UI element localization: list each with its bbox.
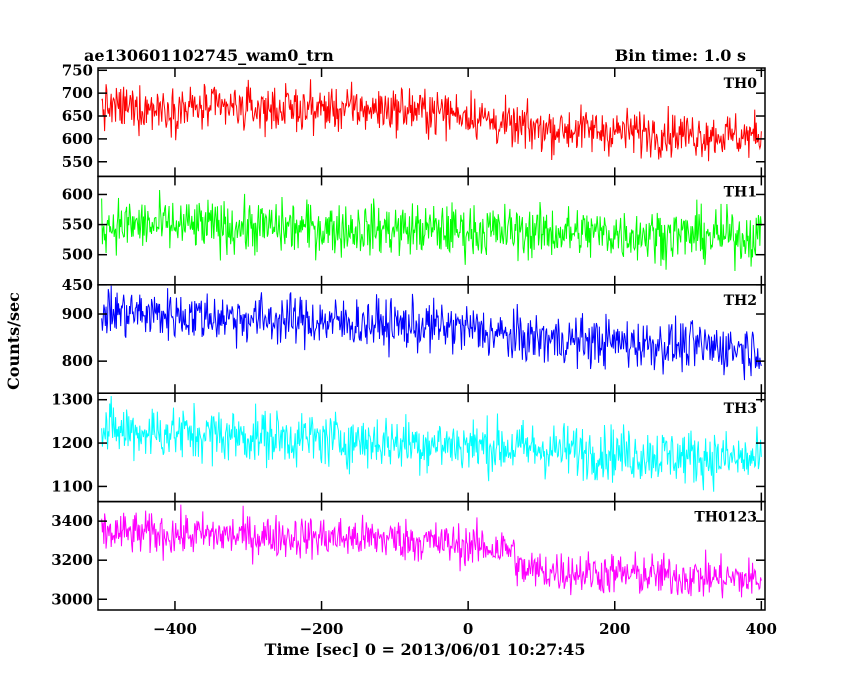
y-tick-label: 600 <box>62 130 93 148</box>
y-tick-label: 550 <box>62 216 93 234</box>
panel-label: TH1 <box>724 184 757 200</box>
y-tick-label: 450 <box>62 276 93 294</box>
panel-th2: 800 900 TH2 <box>62 284 766 394</box>
chart-title: ae130601102745_wam0_trn <box>84 46 334 65</box>
panel-group: 550 600 650 700 750 TH0 450 500 550 600 TH1 800 900 T… <box>51 61 766 611</box>
y-tick-label: 1100 <box>51 477 93 495</box>
x-tick-label: 400 <box>746 620 777 638</box>
series-line-th3 <box>101 396 762 492</box>
bin-time-label: Bin time: 1.0 s <box>615 46 746 65</box>
y-tick-label: 650 <box>62 107 93 125</box>
y-tick-label: 750 <box>62 61 93 79</box>
y-tick-label: 3400 <box>51 512 93 530</box>
y-tick-label: 600 <box>62 185 93 203</box>
y-tick-label: 900 <box>62 305 93 323</box>
panel-th0: 550 600 650 700 750 TH0 <box>62 61 766 178</box>
panel-th3: 1100 1200 1300 TH3 <box>51 391 766 503</box>
x-tick-label: 200 <box>599 620 630 638</box>
y-tick-label: 1200 <box>51 434 93 452</box>
y-tick-label: 1300 <box>51 391 93 409</box>
panel-th0123: 3000 3200 3400 TH0123 <box>51 500 766 611</box>
series-line-th1 <box>101 189 762 272</box>
panel-label: TH3 <box>724 401 757 417</box>
y-axis-title: Counts/sec <box>4 292 23 390</box>
series-line-th0 <box>101 79 762 162</box>
panel-frame <box>97 284 766 394</box>
series-line-th0123 <box>101 504 762 599</box>
x-axis: −400 −200 0 200 400 <box>153 620 777 638</box>
series-line-th2 <box>101 285 762 381</box>
y-tick-label: 500 <box>62 246 93 264</box>
x-axis-title: Time [sec] 0 = 2013/06/01 10:27:45 <box>265 640 586 659</box>
panel-label: TH0123 <box>694 510 757 526</box>
panel-frame <box>97 500 766 611</box>
y-tick-label: 550 <box>62 153 93 171</box>
y-tick-label: 3000 <box>51 590 93 608</box>
x-tick-label: −200 <box>300 620 344 638</box>
y-tick-label: 3200 <box>51 551 93 569</box>
x-tick-label: 0 <box>463 620 473 638</box>
y-tick-label: 700 <box>62 84 93 102</box>
x-tick-label: −400 <box>153 620 197 638</box>
panel-label: TH2 <box>724 293 757 309</box>
panel-th1: 450 500 550 600 TH1 <box>62 175 766 294</box>
y-tick-label: 800 <box>62 352 93 370</box>
panel-label: TH0 <box>724 76 758 92</box>
